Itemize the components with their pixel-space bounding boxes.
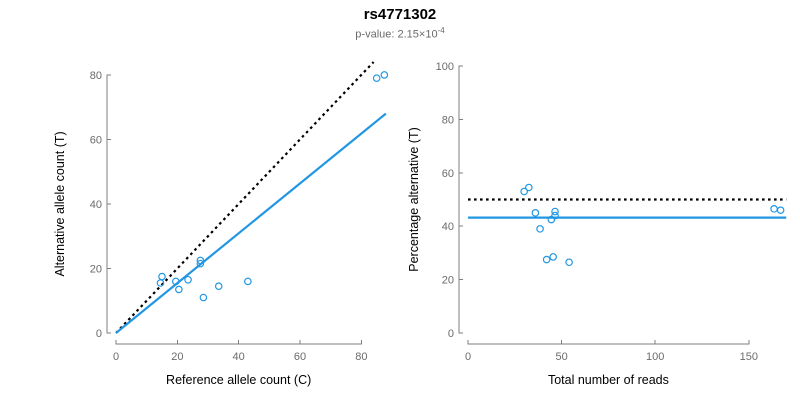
pvalue-text: p-value: 2.15×10: [355, 28, 438, 41]
reference-line: [115, 61, 375, 334]
data-point: [214, 282, 223, 291]
data-point: [372, 74, 381, 82]
y-tick-label: 80: [90, 70, 102, 82]
x-tick-label: 150: [740, 351, 758, 363]
x-axis-title: Reference allele count (C): [166, 373, 311, 387]
data-point: [565, 258, 573, 267]
data-point: [525, 183, 533, 192]
data-point: [536, 225, 544, 233]
data-point: [158, 272, 166, 281]
y-tick-label: 0: [448, 328, 454, 340]
data-point: [175, 285, 183, 294]
y-axis-title: Percentage alternative (T): [407, 127, 421, 272]
pvalue-exponent: -4: [437, 26, 445, 35]
data-point: [199, 293, 208, 302]
data-point: [542, 255, 551, 264]
data-point: [547, 215, 556, 224]
y-axis-title: Alternative allele count (T): [53, 131, 67, 276]
figure-subtitle: p-value: 2.15×10-4: [0, 26, 800, 41]
x-tick-label: 20: [171, 351, 183, 363]
x-tick-label: 50: [555, 351, 567, 363]
y-tick-label: 20: [442, 275, 454, 287]
data-point: [770, 205, 778, 213]
x-tick-label: 60: [294, 351, 306, 363]
x-tick-label: 80: [355, 351, 367, 363]
fit-line: [115, 112, 387, 334]
data-point: [184, 275, 192, 284]
left-plot-panel: 0 20 40 60 80 0 20 40 60 80 Reference allele count…: [53, 61, 389, 387]
x-tick-label: 100: [646, 351, 664, 363]
y-tick-label: 20: [90, 263, 102, 275]
data-point: [551, 207, 559, 216]
data-point: [551, 211, 559, 220]
y-tick-label: 40: [90, 199, 102, 211]
y-tick-label: 60: [442, 168, 454, 180]
data-point: [196, 256, 205, 265]
x-tick-label: 40: [233, 351, 245, 363]
figure-title: rs4771302: [363, 6, 437, 23]
left-plot-svg: 0 20 40 60 80 0 20 40 60 80 Reference allele count…: [53, 61, 389, 387]
y-axis-line: [458, 65, 463, 334]
x-axis-line: [467, 340, 750, 345]
data-point: [380, 71, 389, 79]
data-point: [531, 209, 540, 217]
data-point: [244, 277, 252, 286]
y-tick-label: 0: [96, 328, 102, 340]
y-tick-label: 40: [442, 221, 454, 233]
data-point: [549, 253, 557, 261]
data-point: [776, 206, 785, 214]
y-tick-label: 100: [436, 61, 454, 73]
right-plot-panel: 0 20 40 60 80 100 0 50 100 150 Total number of rea…: [400, 0, 800, 400]
data-point: [172, 277, 180, 286]
x-tick-label: 0: [113, 351, 119, 363]
x-tick-label: 0: [465, 351, 471, 363]
y-tick-label: 80: [442, 114, 454, 126]
data-point: [520, 187, 528, 196]
data-point: [196, 259, 205, 268]
x-axis-title: Total number of reads: [548, 373, 669, 387]
right-plot-svg: 0 20 40 60 80 100 0 50 100 150 Total number of rea…: [407, 61, 787, 387]
y-tick-label: 60: [90, 134, 102, 146]
data-point: [156, 279, 165, 287]
